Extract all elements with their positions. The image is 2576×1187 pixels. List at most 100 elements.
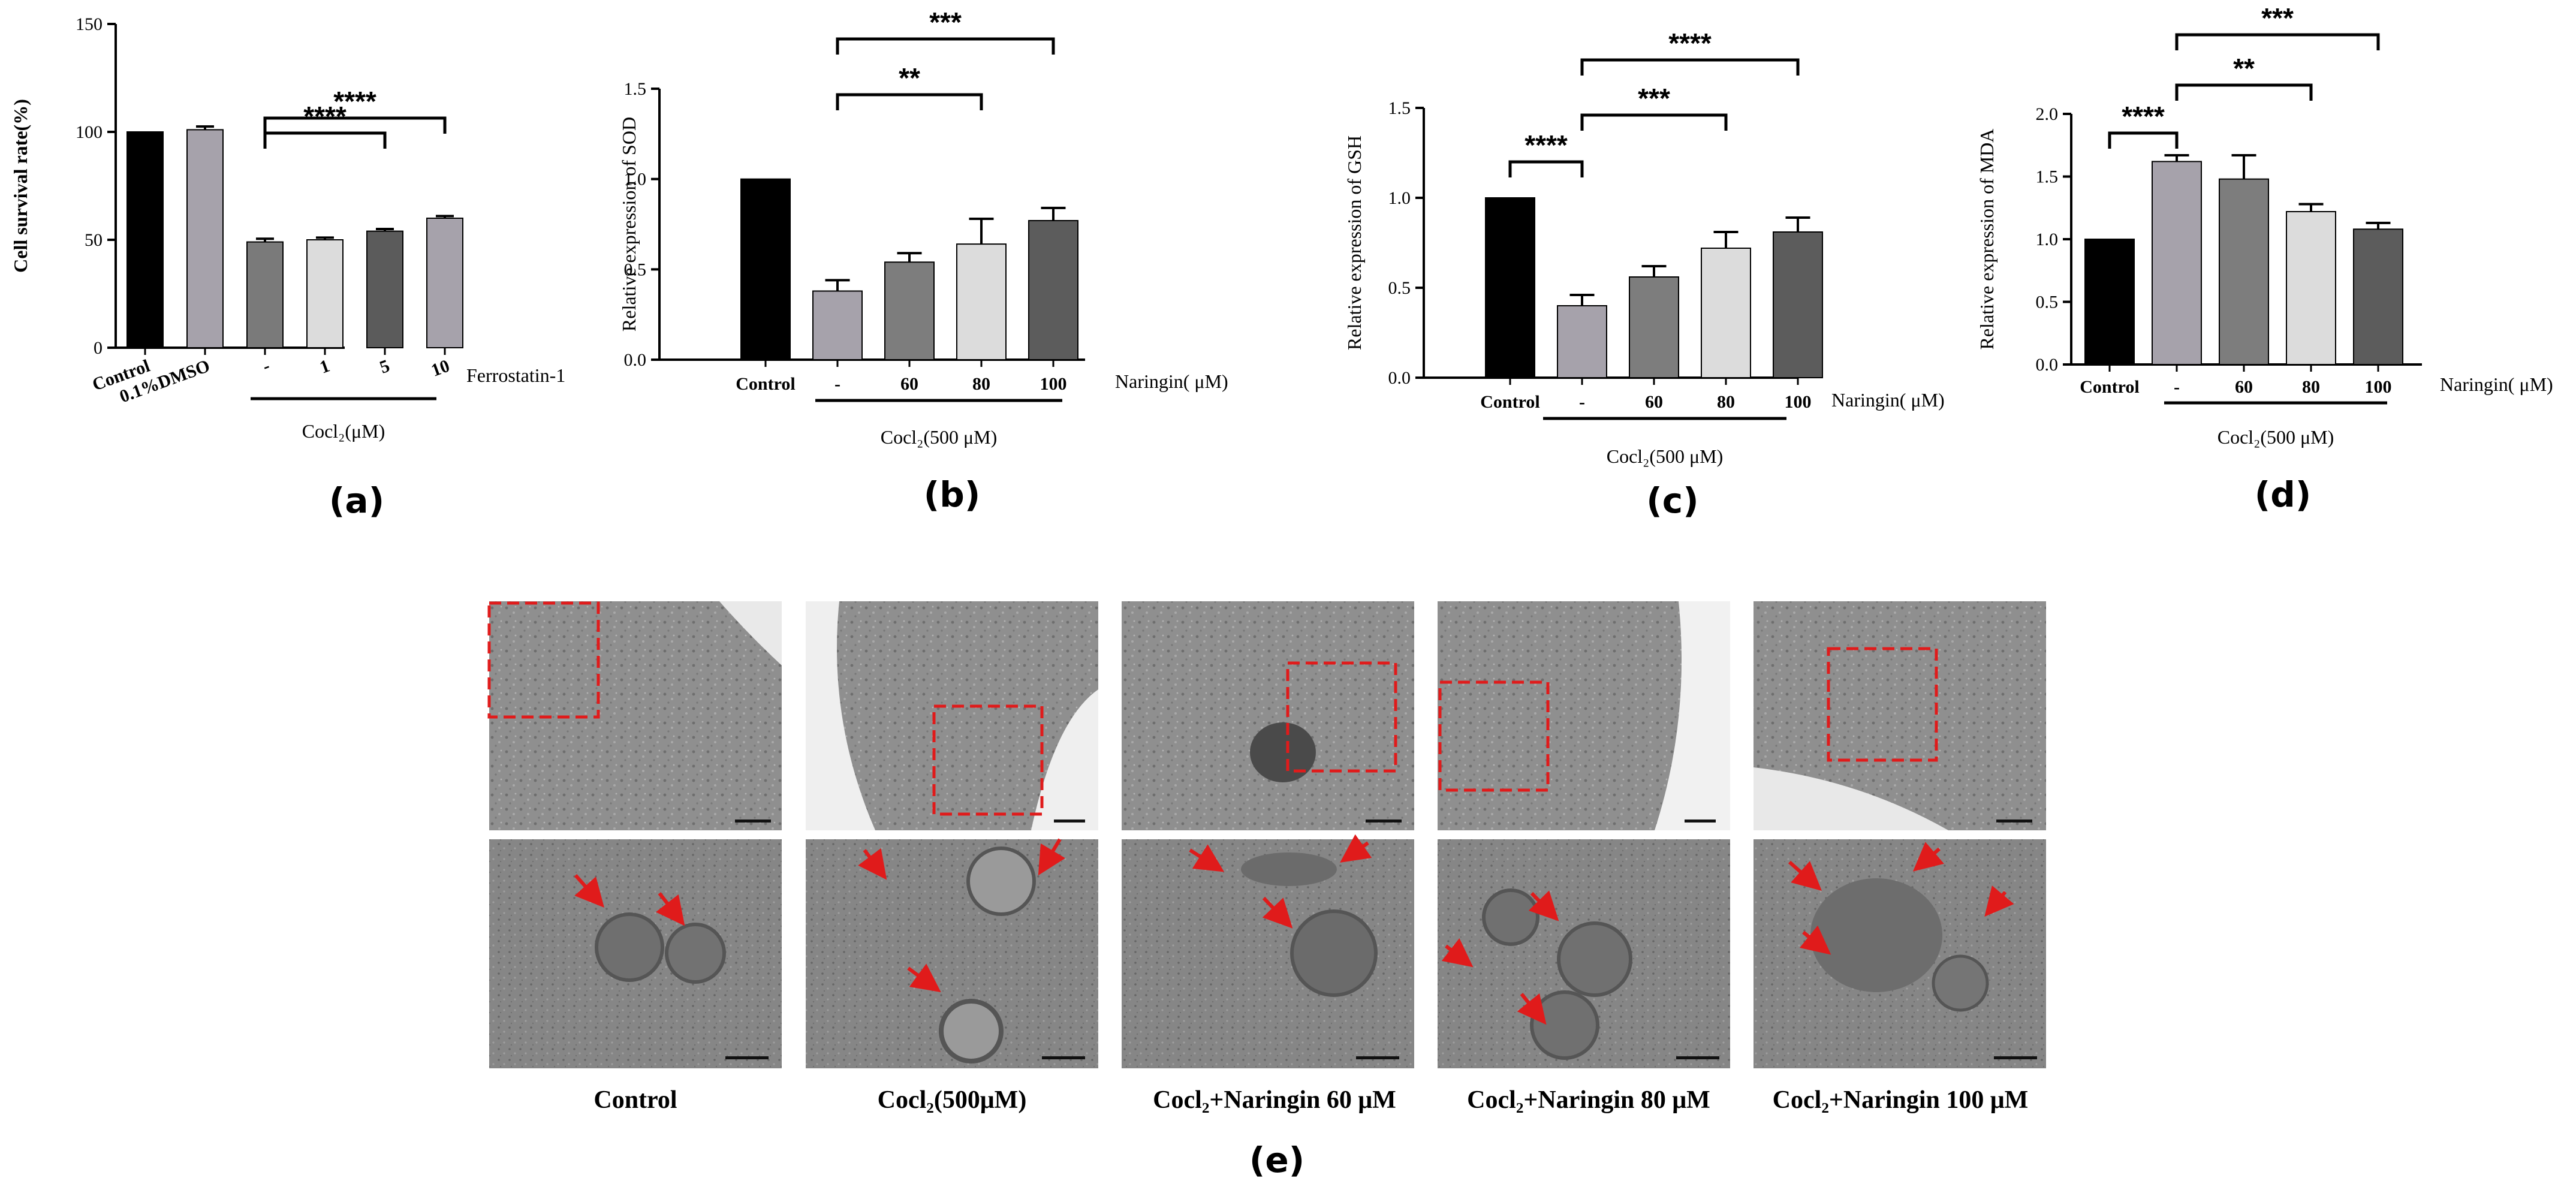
bar (2286, 211, 2336, 365)
y-tick-label: 0.0 (1388, 368, 1411, 388)
micrograph-caption: Cocl₂+Naringin 60 μM (1153, 1086, 1396, 1114)
bar (306, 239, 344, 348)
bar (126, 131, 164, 348)
group-label: Cocl₂(μM) (302, 420, 385, 442)
treatment-label: Naringin( μM) (1115, 370, 1228, 392)
group-label: Cocl₂(500 μM) (2218, 426, 2334, 448)
category-label: - (260, 356, 273, 376)
panel-label-b: (b) (924, 474, 981, 515)
y-axis-label: Relative expression of SOD (618, 117, 640, 332)
y-axis-label: Relative expression of MDA (1976, 129, 1997, 350)
bar (1773, 231, 1823, 378)
red-arrow (1340, 834, 1372, 863)
red-arrow (1799, 925, 1831, 955)
micrograph-naringin100-overview (1754, 601, 2046, 830)
bar (366, 230, 403, 348)
y-tick-label: 1.5 (2036, 167, 2059, 187)
red-arrow (858, 848, 887, 880)
chart-b: 0.0 0.5 1.0 1.5 Relative expression of SOD Co… (618, 7, 1228, 448)
bar (2152, 161, 2202, 365)
micrograph-caption: Cocl₂+Naringin 100 μM (1773, 1086, 2029, 1114)
y-tick-label: 0.5 (624, 260, 647, 279)
significance-bracket (836, 93, 983, 110)
significance-bracket (2108, 131, 2179, 149)
micrograph-naringin60-zoom (1122, 834, 1414, 1068)
bar (1701, 248, 1751, 378)
bar (186, 129, 224, 348)
y-tick-label: 150 (76, 14, 103, 34)
y-tick-label: 1.5 (1388, 98, 1411, 118)
chart-d: 0.0 0.5 1.0 1.5 2.0 Relative expression of MD… (1976, 2, 2553, 448)
chart-c: 0.0 0.5 1.0 1.5 Relative expression of GSH Co… (1343, 28, 1945, 467)
category-label: Control (2080, 377, 2139, 397)
bar (246, 241, 284, 348)
significance-label: **** (303, 101, 347, 132)
y-tick-label: 1.0 (2036, 230, 2059, 249)
panel-label-c: (c) (1646, 480, 1698, 521)
zoom-box (487, 601, 600, 719)
bar (740, 178, 791, 360)
bar (812, 290, 863, 361)
significance-label: *** (929, 7, 962, 38)
red-arrow (1788, 860, 1822, 891)
bar (1485, 197, 1535, 378)
y-axis-label: Cell survival rate(%) (10, 99, 31, 273)
category-label: 10 (429, 356, 452, 381)
red-arrow (655, 892, 685, 926)
significance-label: *** (2261, 2, 2294, 34)
y-tick-label: 0.0 (2036, 355, 2059, 375)
significance-bracket (836, 37, 1055, 55)
category-label: Control (736, 374, 795, 394)
significance-label: **** (333, 86, 376, 117)
significance-label: **** (2122, 101, 2165, 132)
zoom-box (932, 704, 1044, 816)
treatment-label: Ferrostatin-1 (466, 364, 565, 386)
red-arrow (1262, 896, 1293, 929)
red-arrow (1912, 842, 1944, 872)
micrograph-naringin80-zoom (1438, 839, 1730, 1068)
micrograph-naringin100-zoom (1754, 839, 2046, 1068)
group-label: Cocl₂(500 μM) (1607, 445, 1724, 467)
category-label: 5 (377, 356, 392, 378)
y-tick-label: 1.0 (624, 170, 647, 189)
bar (1028, 219, 1078, 360)
bar (884, 261, 935, 360)
significance-bracket (1580, 58, 1800, 76)
significance-bracket (2175, 83, 2313, 101)
red-arrow (574, 874, 604, 908)
category-label: - (1579, 392, 1585, 412)
zoom-box (1438, 680, 1550, 792)
micrograph-naringin80-overview (1438, 601, 1730, 830)
category-label: Control (1480, 392, 1539, 412)
micrograph-grid: Control Cocl₂(500μM) Cocl₂+Naringin 60 μ… (487, 601, 2046, 1180)
treatment-label: Naringin( μM) (1831, 389, 1945, 411)
category-label: 100 (2365, 377, 2392, 397)
bar (1557, 305, 1607, 378)
category-label: - (2174, 377, 2180, 397)
y-tick-label: 0.5 (2036, 293, 2059, 312)
category-label: 60 (2235, 377, 2253, 397)
significance-label: **** (1668, 28, 1712, 59)
category-label: - (834, 374, 840, 394)
significance-label: **** (1524, 129, 1568, 161)
bar (2084, 239, 2135, 365)
bar (956, 243, 1007, 360)
zoom-box (1286, 661, 1397, 773)
significance-bracket (263, 131, 387, 149)
bar (2219, 178, 2269, 365)
category-label: 80 (2302, 377, 2320, 397)
micrograph-naringin60-overview (1122, 601, 1414, 830)
red-arrow (1528, 890, 1559, 921)
significance-label: ** (2233, 53, 2255, 84)
y-tick-label: 0.5 (1388, 278, 1411, 298)
panel-label-a: (a) (329, 480, 384, 521)
zoom-box (1827, 647, 1938, 762)
panel-label-e: (e) (1249, 1140, 1304, 1180)
micrograph-cocl2-overview (806, 601, 1098, 830)
panel-label-d: (d) (2255, 474, 2312, 515)
micrograph-caption: Cocl₂+Naringin 80 μM (1467, 1086, 1710, 1114)
category-label: 1 (317, 356, 332, 378)
significance-label: ** (899, 62, 920, 94)
